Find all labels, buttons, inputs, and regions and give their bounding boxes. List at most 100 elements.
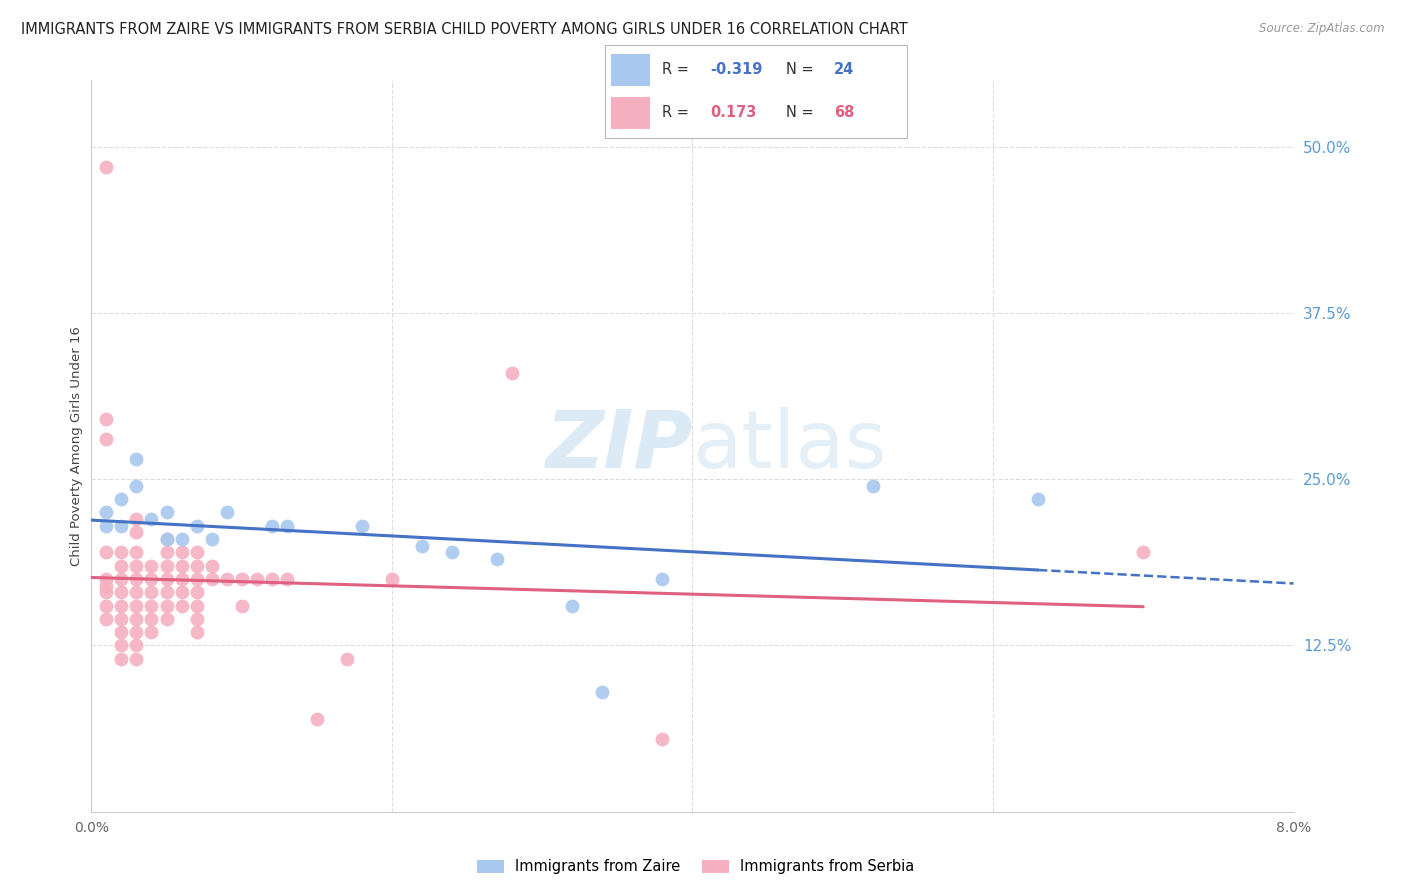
Point [125, 612, 148, 626]
Point [591, 685, 613, 699]
Point [96, 518, 118, 533]
Point [110, 585, 132, 599]
Point [411, 539, 433, 553]
Point [231, 572, 253, 586]
Point [186, 558, 208, 573]
Point [155, 506, 177, 520]
Point [141, 599, 163, 613]
Point [155, 545, 177, 559]
Point [1026, 492, 1049, 507]
Point [186, 572, 208, 586]
Point [170, 532, 193, 546]
Point [110, 612, 132, 626]
Point [141, 612, 163, 626]
Point [110, 639, 132, 653]
Point [155, 532, 177, 546]
Point [186, 625, 208, 640]
Point [1132, 545, 1154, 559]
Point [170, 545, 193, 559]
Text: 68: 68 [834, 105, 855, 120]
Point [186, 518, 208, 533]
Point [141, 625, 163, 640]
Point [155, 572, 177, 586]
Point [96, 572, 118, 586]
Point [125, 545, 148, 559]
Point [381, 572, 404, 586]
Legend: Immigrants from Zaire, Immigrants from Serbia: Immigrants from Zaire, Immigrants from S… [471, 854, 921, 880]
Point [155, 585, 177, 599]
Point [260, 572, 283, 586]
Text: R =: R = [662, 62, 693, 78]
Point [155, 599, 177, 613]
Point [215, 506, 238, 520]
Bar [610, 97, 650, 129]
Point [201, 532, 224, 546]
Text: R =: R = [662, 105, 699, 120]
Point [155, 558, 177, 573]
Point [125, 558, 148, 573]
Point [125, 512, 148, 526]
Point [276, 572, 298, 586]
Point [125, 452, 148, 467]
Point [350, 518, 373, 533]
Y-axis label: Child Poverty Among Girls Under 16: Child Poverty Among Girls Under 16 [70, 326, 83, 566]
Point [201, 572, 224, 586]
Point [336, 652, 359, 666]
Point [170, 585, 193, 599]
Text: N =: N = [786, 105, 818, 120]
Point [125, 599, 148, 613]
Point [96, 612, 118, 626]
Point [141, 572, 163, 586]
Text: ZIP: ZIP [546, 407, 692, 485]
Point [96, 433, 118, 447]
Point [110, 625, 132, 640]
Point [110, 572, 132, 586]
Point [110, 518, 132, 533]
Point [110, 652, 132, 666]
Point [486, 552, 509, 566]
Point [96, 160, 118, 174]
Point [186, 585, 208, 599]
Text: 0.173: 0.173 [710, 105, 756, 120]
Point [260, 518, 283, 533]
Point [125, 572, 148, 586]
Point [186, 612, 208, 626]
Point [110, 558, 132, 573]
Text: atlas: atlas [692, 407, 887, 485]
Point [110, 545, 132, 559]
Point [170, 599, 193, 613]
Text: 24: 24 [834, 62, 855, 78]
Point [96, 579, 118, 593]
Point [651, 731, 673, 746]
Point [110, 599, 132, 613]
Point [276, 518, 298, 533]
Bar [610, 54, 650, 86]
Point [110, 492, 132, 507]
Point [96, 545, 118, 559]
Point [246, 572, 269, 586]
Point [125, 652, 148, 666]
Point [201, 558, 224, 573]
Point [96, 506, 118, 520]
Point [96, 585, 118, 599]
Point [170, 572, 193, 586]
Point [125, 479, 148, 493]
Point [96, 412, 118, 426]
Point [862, 479, 884, 493]
Text: Source: ZipAtlas.com: Source: ZipAtlas.com [1260, 22, 1385, 36]
Point [125, 585, 148, 599]
Text: N =: N = [786, 62, 818, 78]
Point [501, 366, 523, 380]
Point [141, 585, 163, 599]
Point [96, 599, 118, 613]
Point [155, 612, 177, 626]
Point [186, 545, 208, 559]
Point [440, 545, 463, 559]
Point [155, 532, 177, 546]
Point [170, 558, 193, 573]
Point [125, 525, 148, 540]
Text: -0.319: -0.319 [710, 62, 763, 78]
Point [231, 599, 253, 613]
Point [141, 512, 163, 526]
Point [186, 599, 208, 613]
